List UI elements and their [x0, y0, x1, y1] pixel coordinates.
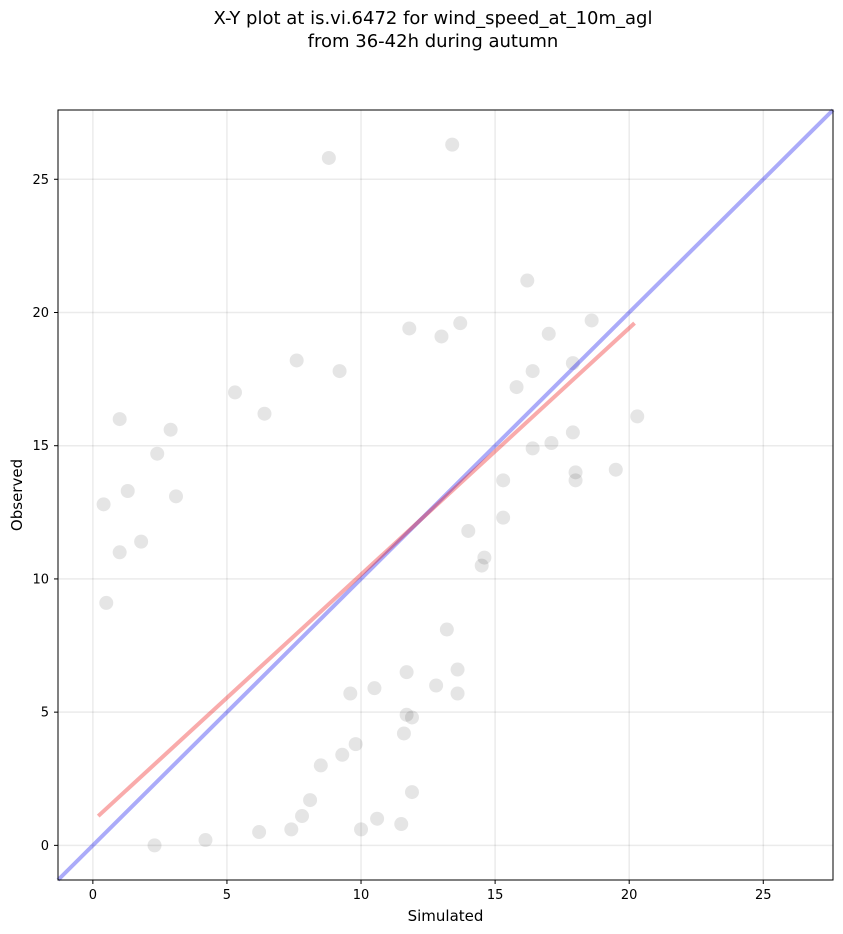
scatter-point — [474, 558, 489, 573]
scatter-point — [147, 838, 162, 853]
scatter-point — [404, 785, 419, 800]
scatter-point — [565, 425, 580, 440]
y-tick-label: 0 — [41, 839, 49, 854]
scatter-point — [396, 726, 411, 741]
chart-subtitle: from 36-42h during autumn — [307, 31, 559, 52]
scatter-point — [434, 329, 449, 344]
scatter-point — [496, 473, 511, 488]
scatter-point — [399, 707, 414, 722]
x-tick-label: 10 — [353, 888, 370, 903]
scatter-point — [404, 710, 419, 725]
scatter-point — [289, 353, 304, 368]
scatter-point — [354, 822, 369, 837]
plot-frame — [57, 109, 834, 881]
scatter-point — [584, 313, 599, 328]
scatter-point — [453, 316, 468, 331]
scatter-point — [509, 380, 524, 395]
scatter-point — [343, 686, 358, 701]
scatter-point — [445, 137, 460, 152]
scatter-point — [284, 822, 299, 837]
scatter-point — [335, 747, 350, 762]
scatter-point — [295, 809, 310, 824]
grid-lines — [58, 110, 833, 880]
regression-line — [96, 321, 636, 818]
scatter-point — [313, 758, 328, 773]
identity-line — [56, 108, 835, 882]
scatter-point — [370, 811, 385, 826]
scatter-point — [163, 422, 178, 437]
scatter-point — [120, 484, 135, 499]
scatter-point — [198, 833, 213, 848]
scatter-point — [348, 737, 363, 752]
scatter-point — [439, 622, 454, 637]
scatter-point — [520, 273, 535, 288]
y-tick-label: 20 — [32, 306, 49, 321]
scatter-point — [257, 406, 272, 421]
scatter-point — [496, 510, 511, 525]
scatter-point — [227, 385, 242, 400]
x-axis-label: Simulated — [408, 907, 484, 925]
y-tick-label: 5 — [41, 706, 49, 721]
scatter-point — [568, 473, 583, 488]
scatter-point — [112, 545, 127, 560]
scatter-point — [394, 817, 409, 832]
x-axis: 0 5 10 15 20 25 — [89, 880, 772, 903]
scatter-point — [134, 534, 149, 549]
scatter-point — [168, 489, 183, 504]
y-axis-label: Observed — [8, 459, 26, 531]
x-tick-label: 15 — [487, 888, 504, 903]
scatter-points — [96, 137, 645, 853]
scatter-point — [99, 595, 114, 610]
scatter-point — [96, 497, 111, 512]
scatter-point — [477, 550, 492, 565]
scatter-point — [541, 326, 556, 341]
y-tick-label: 25 — [32, 173, 49, 188]
x-tick-label: 5 — [223, 888, 231, 903]
scatter-point — [450, 662, 465, 677]
scatter-point — [568, 465, 583, 480]
scatter-point — [332, 364, 347, 379]
scatter-point — [525, 364, 540, 379]
y-axis: 0 5 10 15 20 25 — [32, 173, 58, 854]
scatter-point — [450, 686, 465, 701]
chart-title: X-Y plot at is.vi.6472 for wind_speed_at… — [213, 8, 653, 29]
scatter-point — [367, 681, 382, 696]
scatter-point — [112, 412, 127, 427]
scatter-point — [429, 678, 444, 693]
x-tick-label: 0 — [89, 888, 97, 903]
x-tick-label: 20 — [621, 888, 638, 903]
scatter-point — [252, 825, 267, 840]
y-tick-label: 10 — [32, 572, 49, 587]
scatter-point — [608, 462, 623, 477]
scatter-point — [303, 793, 318, 808]
scatter-point — [461, 523, 476, 538]
scatter-point — [150, 446, 165, 461]
scatter-point — [525, 441, 540, 456]
scatter-point — [399, 665, 414, 680]
scatter-point — [565, 356, 580, 371]
scatter-point — [630, 409, 645, 424]
scatter-point — [321, 150, 336, 165]
scatter-point — [402, 321, 417, 336]
scatter-point — [544, 436, 559, 451]
x-tick-label: 25 — [755, 888, 772, 903]
y-tick-label: 15 — [32, 439, 49, 454]
